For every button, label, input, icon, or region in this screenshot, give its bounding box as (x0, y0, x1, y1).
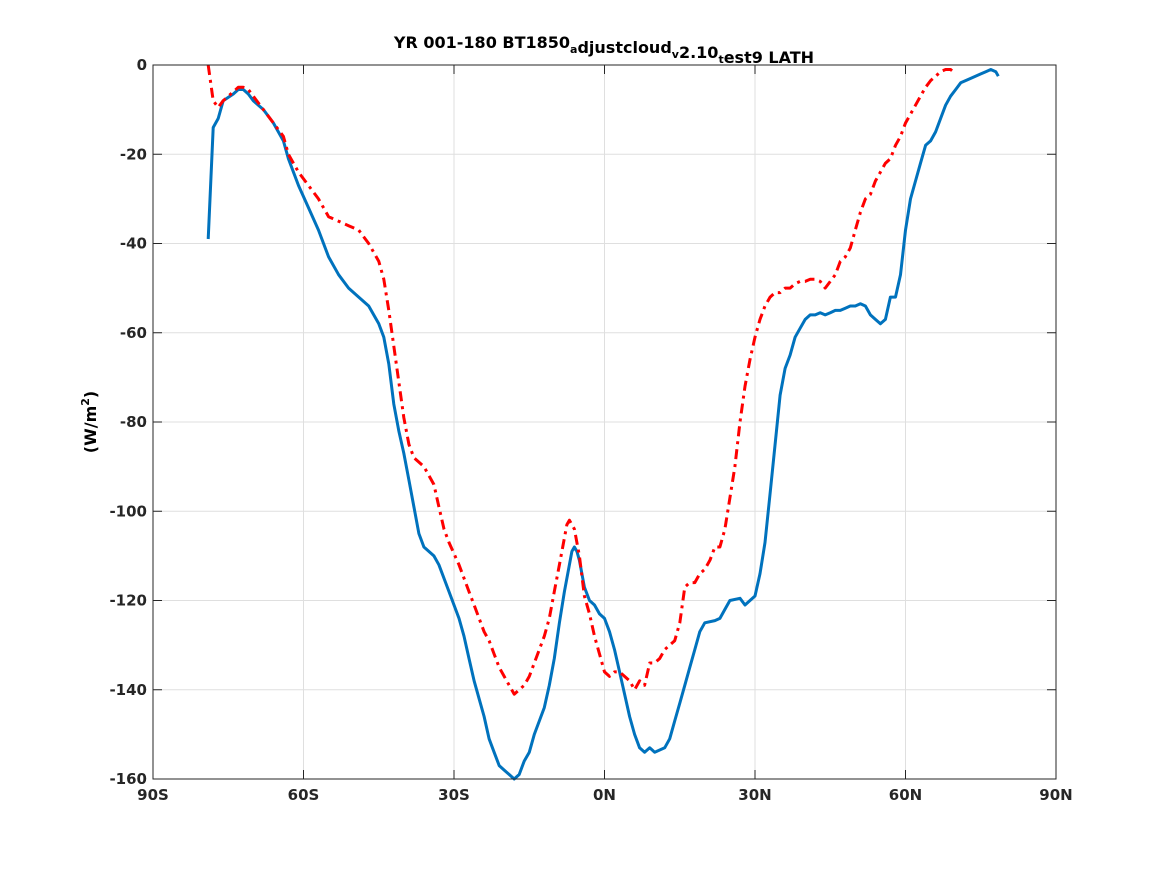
x-tick-labels: 90S 60S 30S 0N 30N 60N 90N (137, 786, 1073, 804)
x-tick-label: 30S (438, 786, 470, 804)
series-line-2 (206, 64, 957, 696)
title-segment: 2.10 (679, 43, 718, 62)
y-axis-label-superscript: 2 (79, 398, 92, 406)
x-tick-label: 0N (593, 786, 616, 804)
y-tick-label: -160 (109, 770, 147, 788)
y-tick-label: 0 (137, 56, 147, 74)
y-axis-label-suffix: ) (81, 391, 100, 398)
chart-title: YR 001-180 BT1850adjustcloudv2.10test9 L… (393, 33, 814, 67)
x-tick-label: 30N (738, 786, 771, 804)
ticks (152, 64, 1057, 780)
title-subscript: v (672, 48, 680, 61)
y-tick-label: -40 (120, 235, 147, 253)
y-tick-label: -100 (109, 502, 147, 520)
y-tick-label: -60 (120, 324, 147, 342)
y-axis-label-prefix: (W/m (81, 406, 100, 453)
title-segment: est9 LATH (724, 48, 814, 67)
y-tick-label: -140 (109, 681, 147, 699)
x-tick-label: 60S (288, 786, 320, 804)
series-group (206, 64, 1000, 781)
y-tick-labels: 0 -20 -40 -60 -80 -100 -120 -140 -160 (109, 56, 147, 788)
y-tick-label: -80 (120, 413, 147, 431)
x-tick-label: 90S (137, 786, 169, 804)
series-line-1 (206, 68, 1000, 781)
y-axis-label: (W/m2) (79, 391, 100, 453)
y-tick-label: -120 (109, 592, 147, 610)
y-tick-label: -20 (120, 145, 147, 163)
x-tick-label: 60N (889, 786, 922, 804)
x-tick-label: 90N (1039, 786, 1072, 804)
title-subscript: t (718, 53, 723, 66)
title-subscript: a (570, 43, 577, 56)
title-segment: YR 001-180 BT1850 (393, 33, 570, 52)
title-segment: djustcloud (577, 38, 671, 57)
